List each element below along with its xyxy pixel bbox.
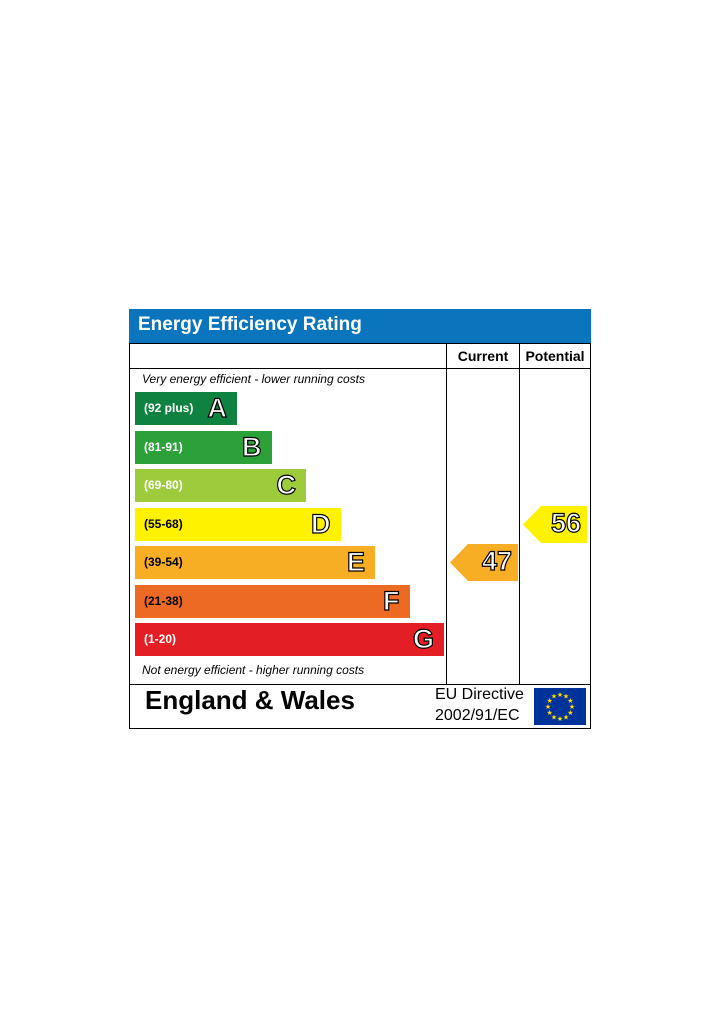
band-letter: E [346, 546, 365, 577]
eu-star-icon: ★ [563, 693, 569, 701]
directive-line-1: EU Directive [435, 686, 524, 703]
eu-star-icon: ★ [569, 703, 575, 711]
eu-star-icon: ★ [557, 691, 563, 699]
eu-flag-stars: ★ ★★★★★★★★★★★ [545, 691, 575, 723]
band-range-label: (92 plus) [144, 401, 194, 415]
band-letter: F [382, 585, 400, 616]
band-range-label: (81-91) [144, 439, 183, 454]
band-c: (69-80) C [135, 469, 306, 502]
footer-divider [130, 684, 590, 685]
current-rating-value: 47 [481, 545, 512, 576]
band-range-label: (55-68) [144, 516, 183, 531]
chart-header: Energy Efficiency Rating [129, 309, 591, 343]
energy-efficiency-chart: Energy Efficiency Rating Current Potenti… [129, 309, 591, 729]
potential-column-divider [519, 344, 520, 684]
eu-star-icon: ★ [567, 709, 573, 717]
band-f: (21-38) F [135, 584, 410, 618]
band-d: (55-68) D [135, 507, 341, 541]
chart-title: Energy Efficiency Rating [138, 314, 362, 335]
band-range-label: (69-80) [144, 478, 183, 492]
band-range-label: (1-20) [144, 632, 177, 646]
band-letter: D [310, 508, 331, 539]
current-rating-arrow: 47 [450, 544, 518, 581]
eu-star-icon: ★ [551, 693, 557, 701]
eu-star-icon: ★ [546, 697, 552, 705]
eu-star-icon: ★ [563, 713, 569, 721]
chart-frame: Current Potential Very energy efficient … [129, 343, 591, 729]
band-b: (81-91) B [135, 430, 272, 464]
potential-rating-arrow: 56 [523, 505, 587, 543]
header-row-divider [130, 368, 590, 369]
eu-star-icon: ★ [557, 715, 563, 723]
band-e: (39-54) E [135, 546, 375, 579]
potential-arrow-shape [523, 505, 587, 543]
band-range-label: (39-54) [144, 555, 183, 569]
current-column-divider [446, 344, 447, 684]
band-letter: G [412, 623, 434, 654]
potential-column-header: Potential [525, 348, 585, 364]
bottom-note: Not energy efficient - higher running co… [142, 663, 365, 677]
potential-rating-value: 56 [550, 507, 581, 538]
band-g: (1-20) G [135, 623, 444, 656]
band-range-label: (21-38) [144, 593, 183, 608]
band-letter: B [241, 431, 262, 462]
band-a: (92 plus) A [135, 392, 237, 425]
eu-star-icon: ★ [567, 697, 573, 705]
current-column-header: Current [457, 348, 509, 364]
region-label: England & Wales [145, 685, 355, 715]
band-letter: A [207, 392, 228, 423]
eu-star-icon: ★ [546, 709, 552, 717]
eu-star-icon: ★ [545, 703, 551, 711]
band-letter: C [276, 469, 297, 500]
current-arrow-shape [450, 544, 518, 581]
eu-flag-icon: ★ ★ ★ ★ ★ ★ ★ ★ ★ ★ ★ ★ [534, 688, 586, 725]
directive-line-2: 2002/91/EC [435, 707, 520, 724]
top-note: Very energy efficient - lower running co… [142, 372, 365, 386]
eu-star-icon: ★ [551, 713, 557, 721]
